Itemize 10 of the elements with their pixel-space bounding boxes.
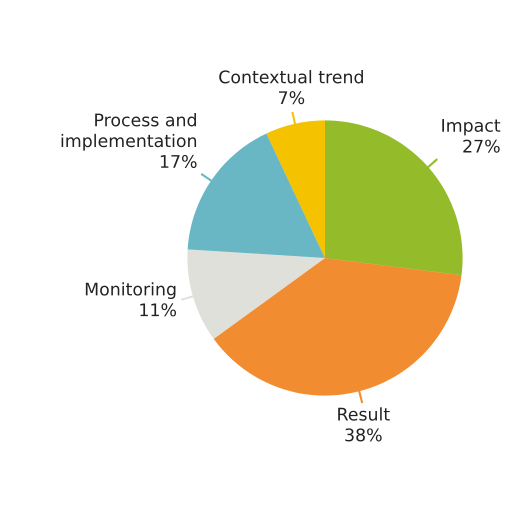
- slice-label: Contextual trend: [219, 70, 363, 84]
- slice-label: Process and implementation: [62, 113, 196, 151]
- slice-label: Monitoring: [86, 282, 176, 300]
- data-label: 7%: [279, 91, 304, 104]
- slice-label: Impact: [442, 119, 500, 136]
- data-label: 17%: [160, 154, 197, 168]
- slice-label: Result: [338, 407, 390, 421]
- data-label: 38%: [345, 428, 382, 442]
- data-label: 27%: [463, 140, 500, 153]
- data-label: 11%: [140, 303, 176, 316]
